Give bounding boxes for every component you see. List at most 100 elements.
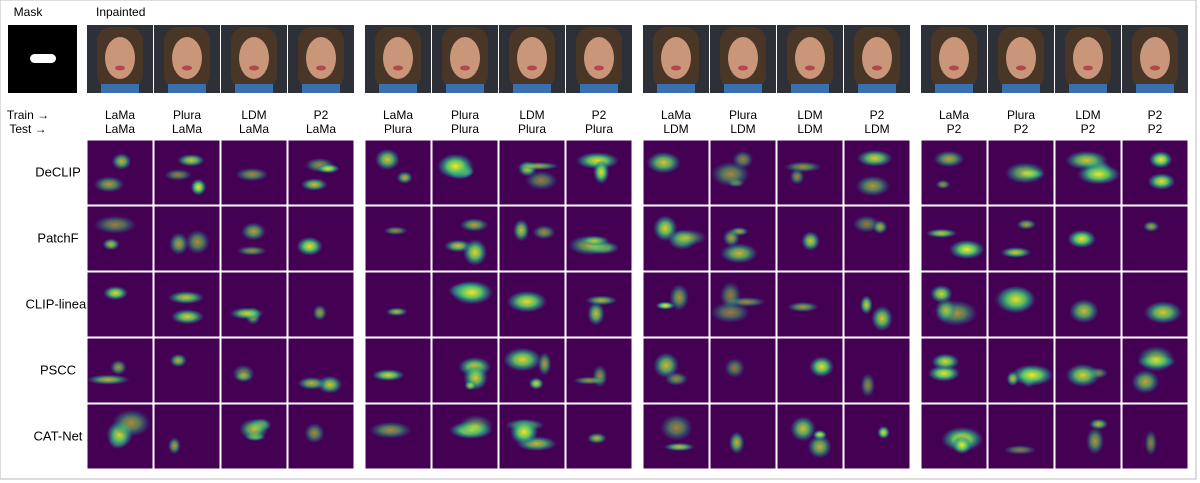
heat-blob [102, 238, 120, 251]
heat-blob [856, 149, 893, 167]
heat-blob [871, 305, 893, 332]
heat-blob [532, 225, 556, 240]
face [862, 37, 892, 79]
face [105, 37, 135, 79]
heat-blob [369, 421, 412, 439]
heatmap [86, 139, 154, 206]
heat-blob [1144, 430, 1158, 456]
train-name: LDM [519, 108, 544, 122]
mouth [872, 65, 882, 71]
heat-blob [1137, 345, 1175, 373]
train-name: Plura [729, 108, 757, 122]
inpainted-label: Inpainted [96, 5, 145, 19]
heat-blob [1004, 162, 1046, 184]
heat-blob [710, 301, 751, 323]
shirt [302, 84, 340, 93]
train-name: LaMa [939, 108, 969, 122]
train-name: LaMa [661, 108, 691, 122]
heat-blob [872, 219, 888, 235]
heat-blob [807, 434, 832, 459]
heat-blob [724, 358, 745, 378]
mouth [182, 65, 192, 71]
shirt [791, 84, 829, 93]
heat-blob [229, 307, 264, 320]
heat-blob [660, 414, 693, 442]
heat-blob [164, 169, 192, 181]
shirt [235, 84, 273, 93]
heatmap [153, 337, 221, 404]
heatmap [498, 337, 566, 404]
heatmap [364, 205, 432, 272]
train-name: Plura [173, 108, 201, 122]
heat-blob [732, 150, 754, 169]
heat-blob [232, 364, 255, 383]
mouth [949, 65, 959, 71]
heat-blob [385, 307, 408, 317]
row-label: CAT-Net [34, 428, 83, 443]
heat-blob [655, 301, 676, 310]
mouth [1150, 65, 1160, 71]
heat-blob [1064, 150, 1109, 170]
face [172, 37, 202, 79]
train-name: Plura [451, 108, 479, 122]
heatmap [843, 403, 911, 470]
shirt [1136, 84, 1174, 93]
heat-blob [719, 281, 742, 310]
heat-blob [579, 235, 610, 246]
heatmap [1121, 205, 1189, 272]
heat-blob [860, 372, 876, 398]
row-label: PatchF [37, 230, 78, 245]
heat-blob [300, 178, 328, 191]
heat-blob [185, 229, 210, 255]
test-name: P2 [1081, 122, 1096, 136]
test-name: Plura [451, 122, 479, 136]
heatmap [987, 205, 1055, 272]
heat-blob [664, 371, 689, 386]
heat-blob [297, 376, 327, 390]
mouth [671, 65, 681, 71]
mouth [316, 65, 326, 71]
heat-blob [927, 365, 961, 382]
heat-blob [304, 422, 325, 444]
face [728, 37, 758, 79]
heat-blob [169, 232, 189, 256]
heatmap [642, 337, 710, 404]
heat-blob [168, 437, 181, 455]
face [584, 37, 614, 79]
mouth [460, 65, 470, 71]
test-name: LaMa [306, 122, 336, 136]
heat-blob [1067, 229, 1097, 249]
heat-blob [506, 290, 548, 313]
test-name: LaMa [105, 122, 135, 136]
shirt [101, 84, 139, 93]
heatmap [153, 271, 221, 338]
heat-blob [462, 238, 488, 266]
shirt [1069, 84, 1107, 93]
test-name: LDM [663, 122, 688, 136]
heatmap [287, 139, 355, 206]
heat-blob [316, 163, 340, 174]
face [239, 37, 269, 79]
heat-blob [572, 376, 607, 385]
heat-blob [787, 301, 819, 313]
mouth [393, 65, 403, 71]
train-name: P2 [592, 108, 607, 122]
heat-blob [663, 442, 695, 452]
heat-blob [809, 356, 835, 378]
heat-blob [296, 236, 323, 256]
heat-blob [177, 153, 206, 167]
shirt [657, 84, 695, 93]
face [939, 37, 969, 79]
heat-blob [1147, 173, 1176, 190]
shirt [858, 84, 896, 93]
train-name: LaMa [105, 108, 135, 122]
heat-blob [646, 151, 681, 174]
heat-blob [464, 380, 477, 391]
heat-blob [528, 377, 544, 390]
mouth [594, 65, 604, 71]
heat-blob [525, 170, 558, 190]
heat-blob [931, 353, 960, 370]
heatmap [776, 139, 844, 206]
shirt [446, 84, 484, 93]
heat-blob [575, 152, 620, 170]
